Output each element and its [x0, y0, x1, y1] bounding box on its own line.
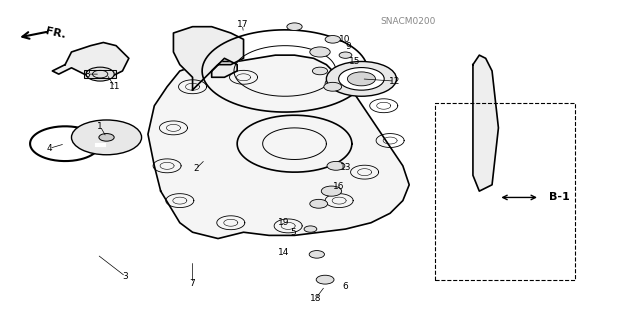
Polygon shape — [52, 42, 129, 77]
Bar — [84, 70, 116, 78]
Text: 14: 14 — [278, 248, 289, 257]
Text: 18: 18 — [310, 294, 321, 303]
Text: 7: 7 — [189, 279, 195, 288]
Polygon shape — [148, 55, 409, 239]
Circle shape — [316, 275, 334, 284]
Text: FR.: FR. — [45, 26, 67, 41]
Text: 15: 15 — [349, 57, 361, 66]
Circle shape — [99, 134, 114, 141]
Text: 16: 16 — [333, 182, 345, 191]
Text: 6: 6 — [342, 282, 348, 291]
Circle shape — [321, 186, 342, 196]
Text: 8: 8 — [84, 70, 90, 78]
Circle shape — [310, 199, 328, 208]
Circle shape — [312, 67, 328, 75]
Text: 4: 4 — [46, 144, 52, 153]
Text: 19: 19 — [278, 218, 289, 226]
Circle shape — [72, 120, 141, 155]
Text: 2: 2 — [193, 165, 198, 174]
Circle shape — [339, 68, 384, 90]
Text: 10: 10 — [339, 35, 350, 44]
Polygon shape — [473, 55, 499, 191]
Circle shape — [325, 35, 340, 43]
Text: 3: 3 — [123, 272, 129, 281]
Circle shape — [304, 226, 317, 232]
Circle shape — [326, 62, 396, 96]
Circle shape — [348, 72, 376, 86]
Text: 1: 1 — [97, 122, 103, 131]
Text: 11: 11 — [109, 82, 120, 91]
Text: 12: 12 — [389, 77, 400, 85]
Text: 5: 5 — [291, 228, 296, 237]
Circle shape — [287, 23, 302, 31]
Circle shape — [309, 250, 324, 258]
Circle shape — [86, 67, 114, 81]
Text: SNACM0200: SNACM0200 — [381, 18, 436, 26]
Circle shape — [310, 47, 330, 57]
Circle shape — [327, 161, 345, 170]
Text: B-1: B-1 — [549, 192, 570, 203]
Circle shape — [324, 82, 342, 91]
Text: 17: 17 — [237, 20, 248, 29]
Bar — [84, 70, 116, 78]
Text: 9: 9 — [346, 42, 351, 51]
Polygon shape — [173, 27, 244, 90]
Bar — [435, 103, 575, 280]
Text: 13: 13 — [340, 163, 351, 172]
Circle shape — [339, 52, 352, 58]
